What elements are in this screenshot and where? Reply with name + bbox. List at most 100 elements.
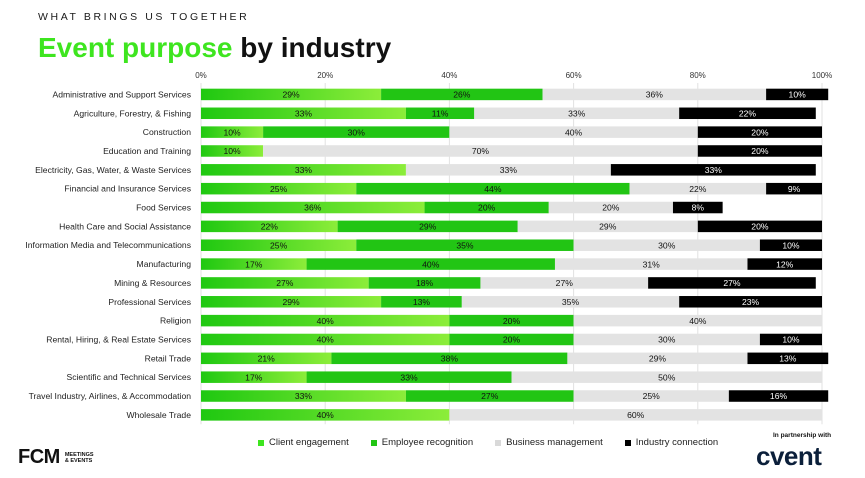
title-highlight: Event purpose [38, 32, 233, 63]
bar-segment [201, 352, 332, 365]
bar-segment [201, 390, 406, 402]
category-label: Financial and Insurance Services [64, 184, 191, 194]
data-label: 33% [705, 165, 723, 175]
bar-segment [747, 352, 829, 365]
legend: Client engagement Employee recognition B… [258, 437, 718, 448]
bar-segment [405, 107, 475, 120]
data-label: 50% [658, 372, 676, 382]
bar-row: Electricity, Gas, Water, & Waste Service… [35, 164, 816, 176]
bar-row: Professional Services 29% 13% 35% 23% [108, 296, 822, 308]
bar-segment [201, 107, 406, 120]
data-label: 20% [751, 222, 769, 232]
x-tick-label: 80% [690, 71, 706, 80]
legend-swatch [258, 439, 264, 446]
bar-segment [567, 352, 748, 365]
bar-segment [424, 201, 549, 214]
data-label: 60% [627, 410, 645, 420]
data-label: 26% [453, 90, 471, 100]
bar-segment [728, 390, 829, 402]
data-label: 21% [258, 354, 276, 364]
legend-item-industry-connection: Industry connection [624, 437, 718, 448]
bar-segment [201, 220, 338, 233]
legend-item-business-management: Business management [495, 437, 603, 448]
data-label: 12% [776, 259, 794, 269]
data-label: 22% [739, 108, 757, 118]
data-label: 18% [416, 278, 434, 288]
data-label: 36% [646, 90, 664, 100]
data-label: 27% [276, 278, 294, 288]
bar-segment [679, 107, 816, 120]
bar-segment [356, 182, 630, 195]
title-rest: by industry [232, 32, 392, 63]
bar-row: Construction 10% 30% 40% 20% [143, 126, 822, 138]
data-label: 40% [317, 335, 335, 345]
partner-text: In partnership with [773, 432, 832, 439]
bar-segment [201, 371, 307, 383]
bar-segment [201, 409, 450, 421]
fcm-logo-text: FCM [18, 446, 60, 468]
data-label: 23% [742, 297, 760, 307]
x-tick-label: 100% [812, 71, 832, 80]
bar-segment [480, 277, 649, 289]
data-label: 20% [478, 203, 496, 213]
bar-segment [201, 314, 450, 327]
category-label: Travel Industry, Airlines, & Accommodati… [29, 391, 192, 401]
data-label: 20% [602, 203, 620, 213]
data-label: 22% [689, 184, 707, 194]
data-label: 30% [658, 240, 676, 250]
data-label: 20% [751, 127, 769, 137]
bar-row: Administrative and Support Services 29% 26… [52, 88, 829, 101]
legend-swatch [370, 439, 377, 446]
category-label: Education and Training [103, 146, 191, 156]
bar-segment [697, 145, 822, 157]
cvent-logo: cvent [756, 441, 822, 471]
category-label: Construction [143, 127, 191, 137]
bar-segment [629, 182, 767, 195]
bar-segment [766, 88, 829, 101]
x-tick-label: 40% [441, 71, 457, 80]
bar-row: Wholesale Trade 40% 60% [127, 409, 822, 421]
data-label: 30% [348, 127, 366, 137]
category-label: Professional Services [108, 297, 191, 307]
bar-segment [263, 126, 450, 138]
bar-segment [201, 333, 450, 346]
data-label: 10% [789, 90, 807, 100]
bar-rows: Administrative and Support Services 29% 26… [25, 88, 829, 421]
bar-segment [331, 352, 568, 365]
data-label: 40% [422, 259, 440, 269]
bar-segment [573, 390, 729, 402]
data-label: 11% [432, 108, 449, 118]
data-label: 10% [223, 146, 241, 156]
bar-segment [548, 201, 673, 214]
category-label: Mining & Resources [114, 278, 191, 288]
bar-segment [405, 164, 611, 176]
bar-segment [573, 314, 822, 327]
bar-segment [405, 390, 574, 402]
bar-segment [449, 126, 698, 138]
data-label: 16% [770, 391, 788, 401]
legend-item-employee-recognition: Employee recognition [370, 437, 473, 448]
category-label: Rental, Hiring, & Real Estate Services [46, 334, 191, 344]
gridlines [200, 83, 823, 425]
data-label: 33% [295, 165, 313, 175]
data-label: 25% [270, 240, 288, 250]
x-tick-label: 60% [566, 71, 582, 80]
bar-segment [201, 145, 264, 157]
data-label: 29% [649, 354, 667, 364]
data-label: 27% [556, 278, 574, 288]
bar-segment [449, 333, 574, 346]
data-label: 10% [223, 127, 241, 137]
category-label: Administrative and Support Services [52, 89, 191, 99]
bar-segment [381, 88, 543, 101]
data-label: 70% [472, 146, 490, 156]
data-label: 40% [317, 410, 335, 420]
bar-row: Information Media and Telecommunications… [25, 239, 822, 251]
data-label: 25% [270, 184, 288, 194]
data-label: 40% [565, 127, 583, 137]
bar-row: Retail Trade 21% 38% 29% 13% [145, 352, 829, 365]
bar-row: Mining & Resources 27% 18% 27% 27% [114, 277, 816, 289]
data-label: 38% [441, 354, 459, 364]
bar-segment [263, 145, 698, 157]
category-label: Scientific and Technical Services [66, 372, 191, 382]
data-label: 29% [282, 297, 300, 307]
